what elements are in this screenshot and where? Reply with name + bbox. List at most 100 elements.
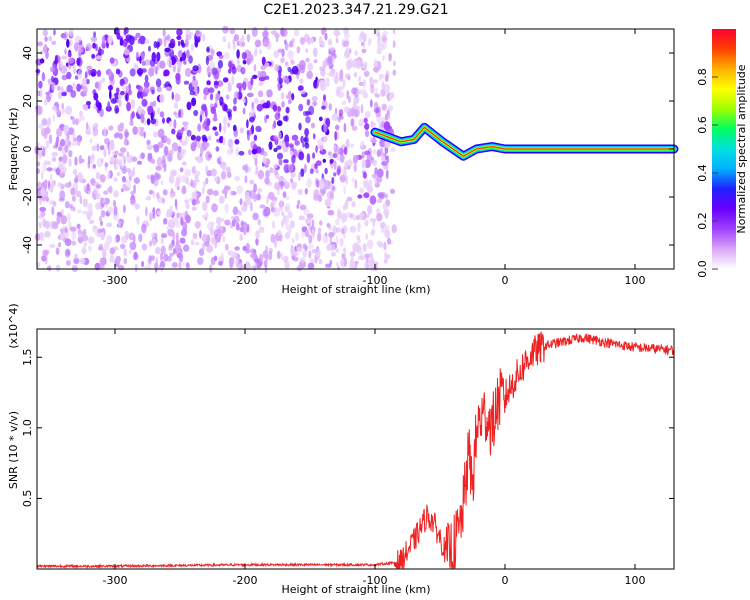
spectrogram-cell xyxy=(61,74,68,81)
spectrogram-cell xyxy=(277,152,283,160)
spectrogram-cell xyxy=(339,174,346,183)
y-tick-label: 1.5 xyxy=(21,348,34,366)
spectrogram-cell xyxy=(349,48,352,54)
spectrogram-cell xyxy=(276,250,281,260)
spectrogram-cell xyxy=(82,198,88,208)
spectrogram-cell xyxy=(137,160,142,165)
spectrogram-cell xyxy=(310,122,316,129)
spectrogram-cell xyxy=(160,236,164,245)
spectrogram-cell xyxy=(177,253,181,259)
spectrogram-cell xyxy=(128,249,132,255)
spectrogram-cell xyxy=(157,107,161,115)
spectrogram-cell xyxy=(182,238,186,244)
spectrogram-cell xyxy=(337,90,345,99)
spectrogram-cell xyxy=(210,168,217,177)
spectrogram-cell xyxy=(205,195,210,204)
spectrogram-cell xyxy=(214,176,219,182)
spectrogram-cell xyxy=(60,215,67,225)
spectrogram-cell xyxy=(92,42,96,49)
spectrogram-cell xyxy=(141,98,148,107)
chart-title: C2E1.2023.347.21.29.G21 xyxy=(263,2,448,18)
spectrogram-cell xyxy=(70,115,73,120)
spectrogram-cell xyxy=(108,125,114,131)
y-tick-label: 0.5 xyxy=(21,490,34,508)
spectrogram-cell xyxy=(87,104,91,109)
spectrogram-cell xyxy=(383,241,387,251)
spectrogram-cell xyxy=(216,93,220,99)
spectrogram-cell xyxy=(138,233,143,243)
spectrogram-cell xyxy=(84,71,88,79)
spectrogram-cell xyxy=(113,190,119,198)
spectrogram-cell xyxy=(316,180,320,188)
spectrogram-cell xyxy=(88,209,93,217)
spectrogram-cell xyxy=(284,203,291,213)
spectrogram-cell xyxy=(290,246,295,256)
spectrogram-cell xyxy=(299,64,306,74)
snr-multiplier: (x10^4) xyxy=(7,303,20,348)
spectrogram-cell xyxy=(37,105,43,115)
spectrogram-cell xyxy=(258,81,264,86)
spectrogram-cell xyxy=(379,222,387,227)
spectrogram-cell xyxy=(174,92,180,103)
spectrogram-cell xyxy=(37,161,41,167)
spectrogram-cell xyxy=(59,190,66,201)
spectrogram-cell xyxy=(370,120,374,128)
spectrogram-cell xyxy=(153,65,157,72)
spectrogram-cell xyxy=(253,183,257,193)
spectrogram-cell xyxy=(345,138,350,149)
spectrogram-cell xyxy=(164,135,168,142)
spectrogram-cell xyxy=(57,182,62,188)
spectrogram-cell xyxy=(226,172,232,178)
spectrogram-cell xyxy=(86,101,91,106)
spectrogram-cell xyxy=(361,159,367,169)
spectrogram-cell xyxy=(65,249,71,256)
spectrogram-cell xyxy=(265,170,270,178)
spectrogram-cell xyxy=(357,194,363,199)
spectrogram-cell xyxy=(358,77,361,82)
spectrogram-cell xyxy=(166,137,171,145)
spectrogram-cell xyxy=(198,248,205,256)
spectrogram-cell xyxy=(251,264,256,271)
spectrogram-cell xyxy=(82,246,86,255)
spectrogram-cell xyxy=(128,176,132,181)
x-tick-label: -100 xyxy=(363,574,388,587)
spectrogram-cell xyxy=(350,253,354,261)
spectrogram-cell xyxy=(103,241,110,251)
y-tick-label: 1.0 xyxy=(21,419,34,437)
spectrogram-cell xyxy=(128,83,132,92)
spectrogram-cell xyxy=(79,257,86,265)
spectrogram-cell xyxy=(219,122,222,133)
spectrogram-cell xyxy=(367,37,372,47)
spectrogram-cell xyxy=(107,35,113,45)
spectrogram-cell xyxy=(90,36,98,42)
spectrogram-cell xyxy=(249,179,255,185)
spectrogram-cell xyxy=(188,55,193,64)
spectrogram-cell xyxy=(116,32,121,40)
spectrogram-cell xyxy=(352,62,357,69)
spectrogram-cell xyxy=(84,242,87,247)
spectrogram-cell xyxy=(157,128,165,139)
spectrogram-cell xyxy=(143,81,150,89)
spectrogram-cell xyxy=(160,180,164,186)
spectrogram-cell xyxy=(194,221,201,229)
spectrogram-cell xyxy=(252,74,258,79)
x-tick-label: -200 xyxy=(233,274,258,287)
spectrogram-cell xyxy=(190,43,194,52)
spectrogram-cell xyxy=(273,209,280,217)
spectrogram-cell xyxy=(146,175,151,180)
spectrogram-cell xyxy=(72,64,77,74)
spectrogram-cell xyxy=(72,168,78,176)
spectrogram-cell xyxy=(136,215,140,225)
spectrogram-cell xyxy=(191,199,197,206)
spectrogram-cell xyxy=(307,62,314,71)
y-tick-label: -20 xyxy=(21,188,34,206)
spectrogram-cell xyxy=(315,145,318,154)
spectrogram-cell xyxy=(95,55,102,60)
spectrogram-cell xyxy=(205,55,209,66)
spectrogram-cell xyxy=(362,79,367,88)
spectrogram-cell xyxy=(339,237,344,247)
spectrogram-cell xyxy=(264,62,270,67)
spectrogram-cell xyxy=(201,214,207,219)
spectrogram-cell xyxy=(80,116,85,121)
